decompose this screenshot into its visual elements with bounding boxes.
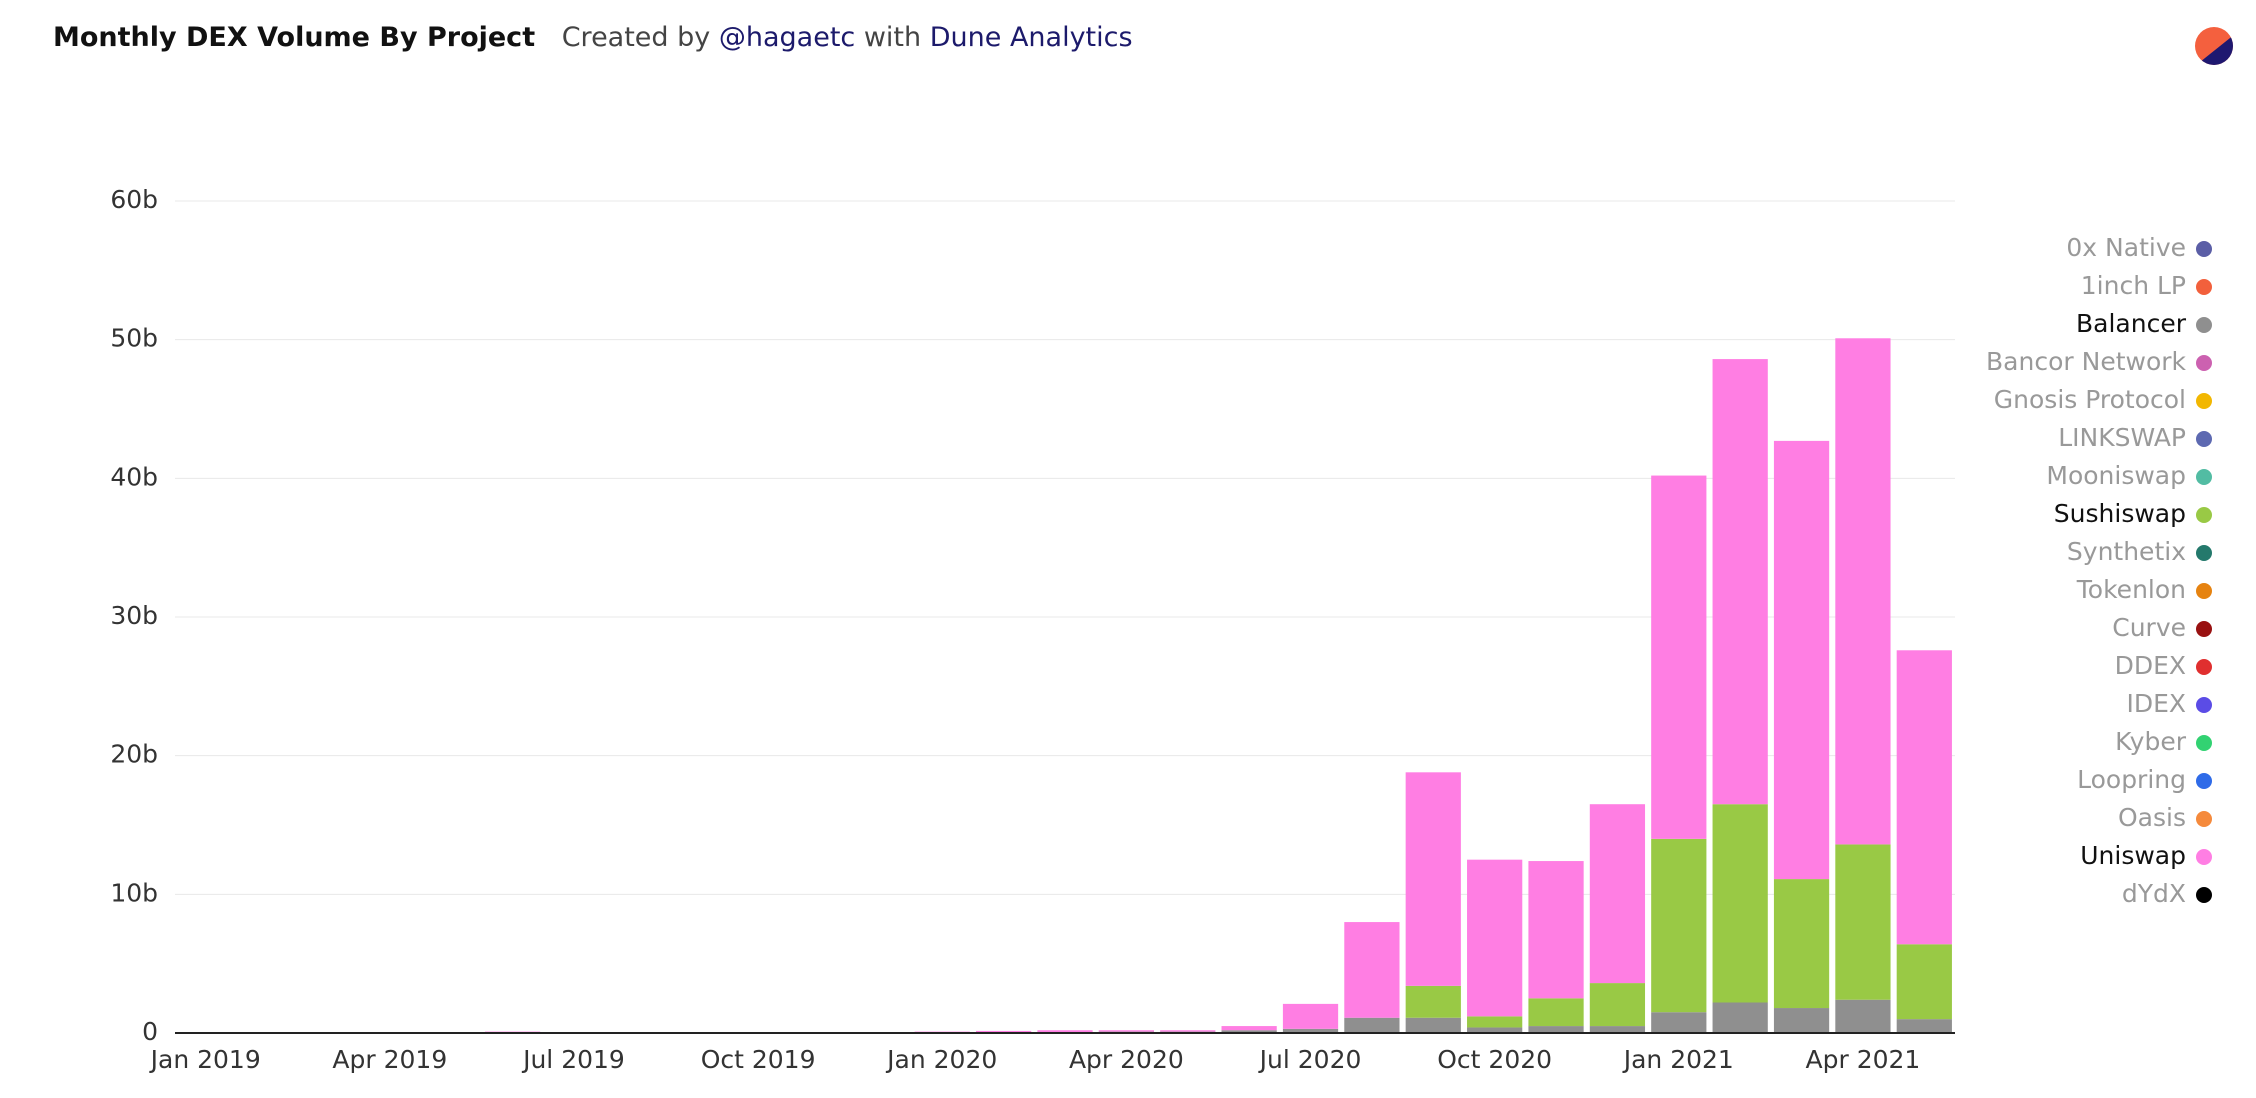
legend-marker — [2196, 241, 2212, 257]
bar-segment — [1405, 1017, 1461, 1033]
author-link[interactable]: @hagaetc — [718, 22, 856, 53]
bar-segment — [1528, 1026, 1584, 1033]
x-tick-label: Apr 2019 — [332, 1045, 447, 1074]
legend-label[interactable]: Sushiswap — [2054, 499, 2186, 528]
legend-label[interactable]: Loopring — [2077, 765, 2186, 794]
legend-marker — [2196, 583, 2212, 599]
legend-label[interactable]: Synthetix — [2067, 537, 2186, 566]
bar-segment — [1589, 804, 1646, 984]
x-tick-label: Jul 2019 — [521, 1045, 625, 1074]
bar-segment — [1835, 844, 1891, 1000]
bar-segment — [1282, 1028, 1339, 1033]
legend-label[interactable]: Gnosis Protocol — [1994, 385, 2186, 414]
header: Monthly DEX Volume By Project Created by… — [53, 22, 1133, 53]
bar-segment — [1896, 650, 1952, 945]
y-tick-label: 20b — [110, 740, 158, 769]
byline: with — [863, 22, 922, 53]
legend-marker — [2196, 393, 2212, 409]
y-tick-label: 50b — [110, 324, 158, 353]
bar-segment — [1651, 838, 1707, 1013]
bar-segment — [1344, 922, 1400, 1018]
bar-segment — [1896, 944, 1952, 1020]
legend-marker — [2196, 735, 2212, 751]
legend-label[interactable]: Oasis — [2118, 803, 2186, 832]
bar-segment — [1835, 338, 1891, 845]
x-tick-label: Apr 2020 — [1069, 1045, 1184, 1074]
bar-segment — [1282, 1003, 1339, 1029]
x-tick-label: Oct 2020 — [1437, 1045, 1552, 1074]
bar-segment — [1589, 1026, 1646, 1033]
bar-segment — [1651, 475, 1707, 839]
bar-segment — [1467, 1027, 1523, 1033]
legend-label[interactable]: Mooniswap — [2046, 461, 2186, 490]
legend-label[interactable]: 1inch LP — [2081, 271, 2186, 300]
legend-marker — [2196, 659, 2212, 675]
legend-marker — [2196, 431, 2212, 447]
chart-title: Monthly DEX Volume By Project — [53, 22, 536, 53]
bar-segment — [1835, 999, 1891, 1033]
legend-label[interactable]: DDEX — [2115, 651, 2186, 680]
y-tick-label: 60b — [110, 185, 158, 214]
x-tick-label: Jul 2020 — [1258, 1045, 1362, 1074]
legend-marker — [2196, 887, 2212, 903]
bar-segment — [1098, 1030, 1154, 1032]
platform-link[interactable]: Dune Analytics — [929, 22, 1133, 53]
bar-segment — [1405, 985, 1461, 1018]
x-tick-label: Jan 2019 — [149, 1045, 261, 1074]
bar-segment — [1589, 983, 1646, 1027]
bar-segment — [1773, 440, 1830, 880]
legend-label[interactable]: 0x Native — [2066, 233, 2186, 262]
legend-marker — [2196, 279, 2212, 295]
logo[interactable] — [2190, 20, 2240, 70]
bar-segment — [1773, 1008, 1830, 1033]
legend-marker — [2196, 545, 2212, 561]
legend-marker — [2196, 811, 2212, 827]
bar-segment — [1773, 879, 1830, 1009]
legend-label[interactable]: dYdX — [2122, 879, 2186, 908]
bar-segment — [1712, 359, 1768, 805]
bar-segment — [1651, 1012, 1707, 1033]
bar-segment — [1528, 998, 1584, 1027]
y-tick-label: 30b — [110, 601, 158, 630]
bar-segment — [1467, 1016, 1523, 1028]
bar-segment — [976, 1030, 1032, 1033]
x-tick-label: Jan 2021 — [1622, 1045, 1734, 1074]
legend-marker — [2196, 317, 2212, 333]
bar-segment — [1712, 1002, 1768, 1033]
legend-marker — [2196, 507, 2212, 523]
legend-label[interactable]: Tokenlon — [2076, 575, 2186, 604]
legend-label[interactable]: IDEX — [2126, 689, 2186, 718]
legend-label[interactable]: Curve — [2112, 613, 2186, 642]
legend-label[interactable]: Kyber — [2115, 727, 2187, 756]
legend-label[interactable]: Balancer — [2076, 309, 2187, 338]
legend-marker — [2196, 697, 2212, 713]
y-tick-label: 0 — [142, 1017, 158, 1046]
byline: Created by — [561, 22, 711, 53]
legend-label[interactable]: LINKSWAP — [2058, 423, 2186, 452]
legend-marker — [2196, 621, 2212, 637]
bar-segment — [1467, 859, 1523, 1017]
legend-marker — [2196, 773, 2212, 789]
bar-segment — [1896, 1019, 1952, 1033]
bar-segment — [1037, 1030, 1093, 1033]
x-tick-label: Oct 2019 — [701, 1045, 816, 1074]
bar-segment — [1160, 1030, 1216, 1032]
bar-segment — [1221, 1026, 1277, 1031]
legend-marker — [2196, 849, 2212, 865]
y-tick-label: 10b — [110, 878, 158, 907]
legend-label[interactable]: Bancor Network — [1986, 347, 2186, 376]
bar-segment — [1405, 772, 1461, 986]
y-tick-label: 40b — [110, 462, 158, 491]
x-tick-label: Apr 2021 — [1806, 1045, 1921, 1074]
legend-marker — [2196, 469, 2212, 485]
bar-segment — [1528, 861, 1584, 999]
x-tick-label: Jan 2020 — [885, 1045, 997, 1074]
bar-segment — [1221, 1030, 1277, 1033]
bar-segment — [1344, 1017, 1400, 1033]
legend-label[interactable]: Uniswap — [2080, 841, 2186, 870]
bar-segment — [1712, 804, 1768, 1003]
legend-marker — [2196, 355, 2212, 371]
